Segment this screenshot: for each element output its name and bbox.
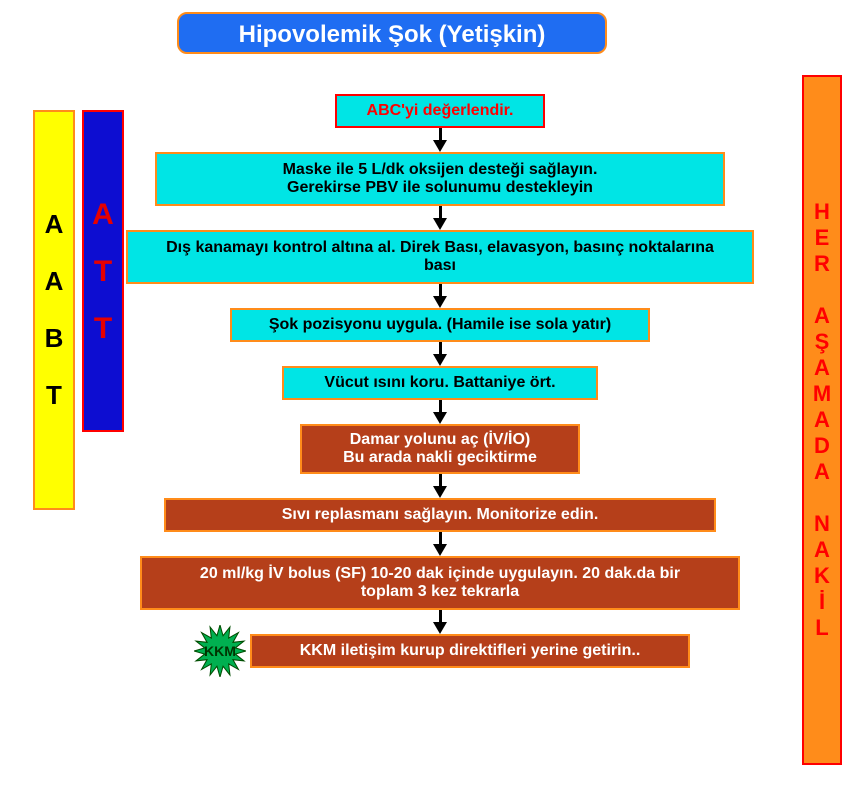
arrow-down-icon [433, 486, 447, 498]
strip-right-char: H [814, 199, 830, 225]
arrow-down-icon [433, 140, 447, 152]
flow-step-line: toplam 3 kez tekrarla [200, 583, 680, 601]
strip-right-char [819, 498, 825, 511]
strip-right-char: R [814, 251, 830, 277]
flow-step-s7: Sıvı replasmanı sağlayın. Monitorize edi… [164, 498, 716, 532]
strip-aabt-char: A [45, 253, 64, 310]
flow-step-line: Damar yolunu aç (İV/İO) [343, 431, 537, 449]
flow-step-line: Maske ile 5 L/dk oksijen desteği sağlayı… [283, 161, 598, 179]
strip-att-char: T [94, 243, 112, 300]
strip-aabt: AABT [33, 110, 75, 510]
strip-aabt-char: A [45, 196, 64, 253]
strip-right-char: N [814, 511, 830, 537]
flow-step-line: ABC'yi değerlendir. [367, 102, 514, 120]
flow-step-text: KKM iletişim kurup direktifleri yerine g… [300, 642, 641, 660]
arrow-down-icon [433, 622, 447, 634]
starburst-label: KKM [204, 643, 236, 659]
flow-step-text: Vücut ısını koru. Battaniye ört. [324, 374, 555, 392]
strip-right: HER AŞAMADA NAKİL [802, 75, 842, 765]
strip-right-char: A [814, 303, 830, 329]
arrow-down-icon [433, 296, 447, 308]
strip-right-char: M [813, 381, 831, 407]
strip-right-char: A [814, 459, 830, 485]
flow-step-line: Bu arada nakli geciktirme [343, 449, 537, 467]
flow-step-line: Dış kanamayı kontrol altına al. Direk Ba… [166, 239, 714, 257]
flow-step-line: Vücut ısını koru. Battaniye ört. [324, 374, 555, 392]
flow-step-line: Sıvı replasmanı sağlayın. Monitorize edi… [282, 506, 599, 524]
flow-step-s9: KKM iletişim kurup direktifleri yerine g… [250, 634, 690, 668]
flow-step-s6: Damar yolunu aç (İV/İO)Bu arada nakli ge… [300, 424, 580, 474]
strip-right-char [819, 485, 825, 498]
flow-step-s1: ABC'yi değerlendir. [335, 94, 545, 128]
strip-att-char: T [94, 300, 112, 357]
strip-right-char: Ş [815, 329, 830, 355]
arrow-down-icon [433, 544, 447, 556]
strip-right-char: İ [819, 589, 825, 615]
arrow-down-icon [433, 354, 447, 366]
flow-step-s8: 20 ml/kg İV bolus (SF) 10-20 dak içinde … [140, 556, 740, 610]
strip-right-char: A [814, 355, 830, 381]
arrow-down-icon [433, 218, 447, 230]
strip-right-char: E [815, 225, 830, 251]
strip-right-char: D [814, 433, 830, 459]
flow-step-s3: Dış kanamayı kontrol altına al. Direk Ba… [126, 230, 754, 284]
flow-step-text: Şok pozisyonu uygula. (Hamile ise sola y… [269, 316, 611, 334]
page-title: Hipovolemik Şok (Yetişkin) [177, 12, 607, 54]
strip-att: ATT [82, 110, 124, 432]
flow-step-line: Şok pozisyonu uygula. (Hamile ise sola y… [269, 316, 611, 334]
flow-step-line: bası [166, 257, 714, 275]
flow-step-s4: Şok pozisyonu uygula. (Hamile ise sola y… [230, 308, 650, 342]
strip-aabt-char: T [46, 367, 62, 424]
flow-step-s2: Maske ile 5 L/dk oksijen desteği sağlayı… [155, 152, 725, 206]
flow-step-text: 20 ml/kg İV bolus (SF) 10-20 dak içinde … [200, 565, 680, 601]
kkm-starburst-icon: KKM [194, 625, 246, 677]
flow-step-text: Dış kanamayı kontrol altına al. Direk Ba… [166, 239, 714, 275]
flow-step-line: KKM iletişim kurup direktifleri yerine g… [300, 642, 641, 660]
flow-step-text: ABC'yi değerlendir. [367, 102, 514, 120]
flow-step-text: Damar yolunu aç (İV/İO)Bu arada nakli ge… [343, 431, 537, 467]
strip-right-char: L [815, 615, 828, 641]
strip-right-char: A [814, 407, 830, 433]
arrow-down-icon [433, 412, 447, 424]
strip-att-char: A [92, 186, 114, 243]
flow-step-line: 20 ml/kg İV bolus (SF) 10-20 dak içinde … [200, 565, 680, 583]
flow-step-line: Gerekirse PBV ile solunumu destekleyin [283, 179, 598, 197]
strip-right-char: K [814, 563, 830, 589]
strip-right-char [819, 277, 825, 290]
flow-step-text: Sıvı replasmanı sağlayın. Monitorize edi… [282, 506, 599, 524]
flow-step-text: Maske ile 5 L/dk oksijen desteği sağlayı… [283, 161, 598, 197]
strip-aabt-char: B [45, 310, 64, 367]
strip-right-char: A [814, 537, 830, 563]
flow-step-s5: Vücut ısını koru. Battaniye ört. [282, 366, 598, 400]
strip-right-char [819, 290, 825, 303]
